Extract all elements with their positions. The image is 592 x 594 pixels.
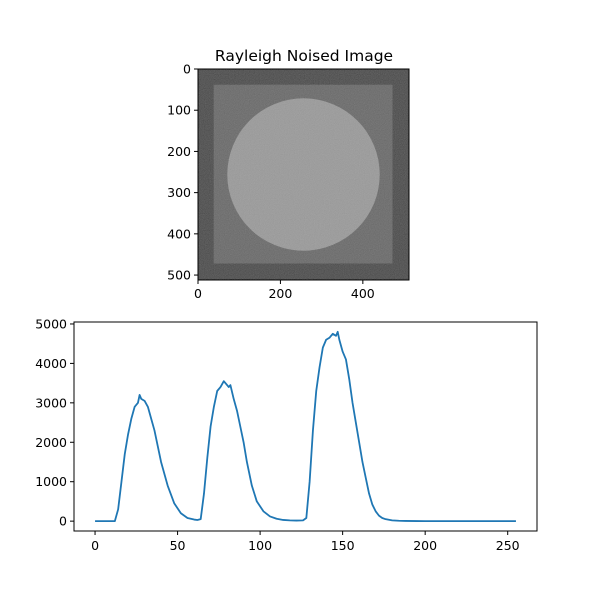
- histogram-y-tick-label: 1000: [35, 474, 67, 489]
- image-y-tick-label: 300: [167, 185, 191, 200]
- image-x-axis: 0 200 400: [194, 280, 375, 301]
- image-title: Rayleigh Noised Image: [215, 47, 393, 65]
- histogram-y-axis: 0 1000 2000 3000 4000 5000: [35, 316, 74, 529]
- histogram-x-axis: 0 50 100 150 200 250: [91, 531, 520, 553]
- histogram-x-tick-label: 200: [413, 538, 437, 553]
- image-subplot: Rayleigh Noised Image 0 200 400 0 100 200 300…: [167, 47, 410, 301]
- histogram-x-tick-label: 100: [248, 538, 272, 553]
- histogram-frame: [73, 321, 538, 532]
- image-frame: [197, 68, 410, 281]
- image-y-axis: 0 100 200 300 400 500: [167, 62, 198, 283]
- histogram-x-tick-label: 50: [170, 538, 186, 553]
- histogram-y-tick-label: 4000: [35, 356, 67, 371]
- histogram-y-tick-label: 5000: [35, 316, 67, 331]
- image-circle: [227, 98, 380, 251]
- histogram-x-tick-label: 150: [331, 538, 355, 553]
- histogram-y-tick-label: 3000: [35, 395, 67, 410]
- histogram-y-tick-label: 2000: [35, 435, 67, 450]
- histogram-series-line: [95, 330, 516, 523]
- image-y-tick-label: 200: [167, 144, 191, 159]
- image-x-tick-label: 200: [268, 286, 292, 301]
- image-y-tick-label: 0: [183, 62, 191, 77]
- histogram-subplot: 0 50 100 150 200 250 0 1000 2000 3000 4000 5000: [35, 316, 538, 553]
- histogram-x-tick-label: 0: [91, 538, 99, 553]
- histogram-y-tick-label: 0: [59, 514, 67, 529]
- image-x-tick-label: 400: [351, 286, 375, 301]
- image-y-tick-label: 400: [167, 226, 191, 241]
- image-y-tick-label: 500: [167, 268, 191, 283]
- image-x-tick-label: 0: [194, 286, 202, 301]
- histogram-x-tick-label: 250: [496, 538, 520, 553]
- image-y-tick-label: 100: [167, 103, 191, 118]
- noised-image: [198, 69, 409, 280]
